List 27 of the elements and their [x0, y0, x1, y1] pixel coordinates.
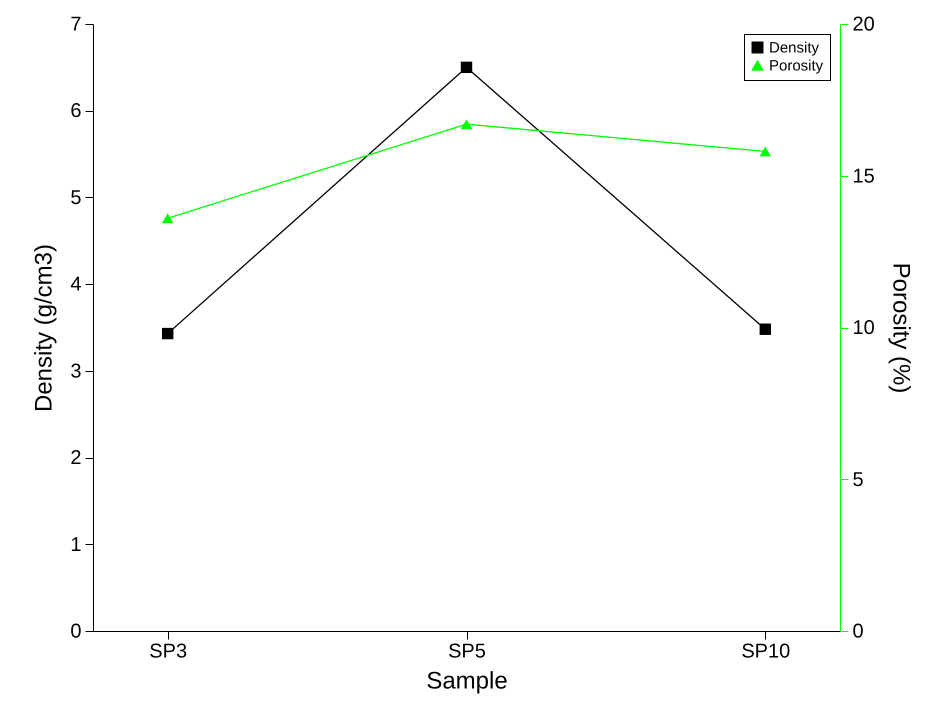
y2-tick-label: 5	[852, 468, 864, 491]
y2-tick-label: 20	[852, 14, 875, 36]
x-tick-label: SP3	[149, 640, 188, 662]
y-tick-label: 0	[70, 620, 82, 642]
x-tick-label: SP5	[448, 640, 486, 662]
y-tick-label: 2	[70, 447, 82, 470]
legend-label: Density	[769, 40, 820, 56]
y-tick-label: 6	[70, 100, 82, 122]
y-tick-label: 1	[70, 534, 82, 556]
y2-tick-label: 0	[852, 620, 864, 642]
point	[162, 328, 174, 340]
point	[460, 62, 472, 74]
x-tick-label: SP10	[741, 640, 790, 662]
point	[162, 213, 174, 224]
y2-tick-label: 10	[852, 317, 875, 339]
point	[760, 324, 771, 335]
y-tick-label: 5	[70, 186, 82, 209]
point	[460, 119, 472, 130]
y-tick-label: 4	[70, 274, 82, 296]
point	[760, 146, 771, 156]
y-axis-title: Density (g/cm3)	[30, 244, 58, 412]
y-tick-label: 3	[70, 360, 82, 382]
y-tick-label: 7	[70, 14, 82, 36]
x-axis-title: Sample	[426, 668, 508, 694]
y2-tick-label: 15	[852, 165, 875, 188]
y2-axis-title: Porosity (%)	[888, 262, 915, 394]
legend-label: Porosity	[769, 58, 824, 74]
